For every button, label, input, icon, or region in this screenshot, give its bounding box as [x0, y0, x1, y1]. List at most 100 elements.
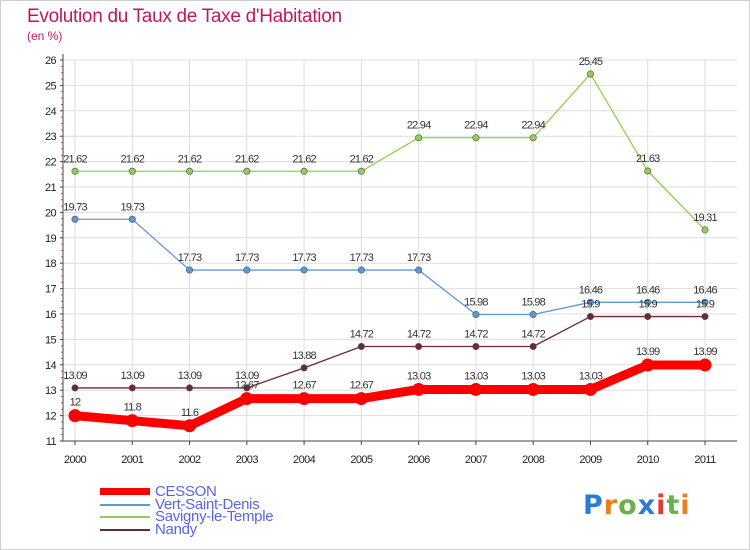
data-point: [412, 382, 426, 396]
data-point: [415, 266, 423, 274]
data-label: 21.62: [350, 153, 374, 165]
legend-label: CESSON: [155, 483, 217, 500]
data-label: 11.8: [124, 402, 142, 414]
data-point: [68, 409, 82, 423]
data-point: [586, 298, 594, 306]
x-tick-label: 2010: [637, 454, 660, 466]
series-line-savigny-le-temple: [74, 73, 706, 231]
data-label: 15.9: [639, 299, 658, 311]
data-label: 13.03: [579, 370, 603, 382]
axes: 11 12 13 14 15 16 17 18 19 20 21 22 23 24 25 26 2000 2001…: [45, 54, 737, 466]
x-tick-label: 2002: [179, 454, 202, 466]
y-tick-label: 17: [45, 284, 57, 296]
legend-swatch: [100, 516, 150, 518]
data-label: 12.67: [292, 380, 316, 392]
legend-swatch: [100, 528, 150, 531]
data-point: [297, 392, 311, 406]
x-tick-label: 2007: [465, 454, 488, 466]
data-point: [128, 384, 136, 392]
y-tick-label: 14: [45, 360, 57, 372]
data-point: [472, 134, 480, 142]
data-point: [71, 215, 79, 223]
data-point: [186, 167, 194, 175]
data-label: 17.73: [178, 252, 202, 264]
data-label: 19.31: [693, 212, 717, 224]
data-point: [644, 298, 652, 306]
data-point: [644, 313, 652, 321]
data-label: 16.46: [693, 284, 717, 296]
y-tick-label: 21: [45, 182, 57, 194]
logo-letter: i: [680, 490, 691, 521]
proxiti-logo: Proxiti: [583, 490, 691, 521]
data-label: 12.67: [350, 380, 374, 392]
data-label: 15.9: [696, 299, 715, 311]
data-label: 13.99: [693, 346, 717, 358]
data-label: 17.73: [292, 252, 316, 264]
y-tick-label: 11: [46, 436, 57, 448]
x-tick-label: 2008: [522, 454, 545, 466]
data-label: 21.62: [292, 153, 316, 165]
data-point: [641, 358, 655, 372]
data-point: [526, 382, 540, 396]
series-line-vert-saint-denis: [74, 218, 706, 316]
data-point: [529, 343, 537, 351]
y-tick-label: 24: [45, 106, 57, 118]
logo-letter: i: [656, 490, 667, 521]
series: [68, 70, 712, 433]
data-label: 13.09: [235, 370, 259, 382]
data-label: 21.62: [121, 153, 145, 165]
data-point: [529, 311, 537, 319]
data-point: [415, 134, 423, 142]
data-label: 15.98: [464, 297, 488, 309]
series-line-nandy: [74, 315, 706, 389]
y-tick-label: 16: [45, 309, 57, 321]
y-tick-label: 18: [45, 258, 57, 270]
y-tick-label: 26: [45, 55, 57, 67]
x-tick-label: 2006: [408, 454, 431, 466]
grid: [63, 59, 737, 442]
data-point: [243, 266, 251, 274]
x-tick-label: 2005: [350, 454, 373, 466]
data-point: [469, 382, 483, 396]
data-point: [701, 226, 709, 234]
data-point: [128, 167, 136, 175]
x-tick-label: 2000: [64, 454, 87, 466]
data-point: [415, 343, 423, 351]
data-point: [128, 215, 136, 223]
legend-label: Vert-Saint-Denis: [155, 495, 260, 513]
data-label: 16.46: [579, 284, 603, 296]
series-line-cesson: [70, 360, 710, 431]
data-label: 14.72: [407, 329, 431, 341]
data-label: 11.6: [181, 407, 199, 419]
data-label: 17.73: [407, 252, 431, 264]
chart-title: Evolution du Taux de Taxe d'Habitation: [27, 6, 342, 27]
logo-letter: t: [666, 490, 681, 521]
data-label: 22.94: [407, 120, 431, 132]
y-tick-label: 15: [45, 334, 57, 346]
y-tick-label: 12: [45, 411, 57, 423]
data-point: [183, 419, 197, 433]
data-point: [586, 70, 594, 78]
data-point: [357, 343, 365, 351]
logo-letter: r: [603, 490, 619, 521]
logo-letter: P: [583, 490, 604, 521]
data-label: 21.62: [63, 153, 87, 165]
data-label: 25.45: [579, 56, 603, 68]
data-label: 13.03: [407, 370, 431, 382]
data-point: [300, 364, 308, 372]
data-point: [698, 358, 712, 372]
data-point: [354, 392, 368, 406]
data-point: [71, 167, 79, 175]
y-tick-label: 23: [45, 131, 57, 143]
data-label: 13.09: [63, 370, 87, 382]
logo-letter: x: [637, 490, 657, 521]
data-label: 22.94: [464, 120, 488, 132]
data-label: 17.73: [350, 252, 374, 264]
data-label: 19.73: [121, 201, 145, 213]
y-tick-label: 25: [45, 80, 57, 92]
data-point: [300, 167, 308, 175]
data-point: [644, 167, 652, 175]
data-label: 13.03: [464, 370, 488, 382]
data-label: 14.72: [350, 329, 374, 341]
